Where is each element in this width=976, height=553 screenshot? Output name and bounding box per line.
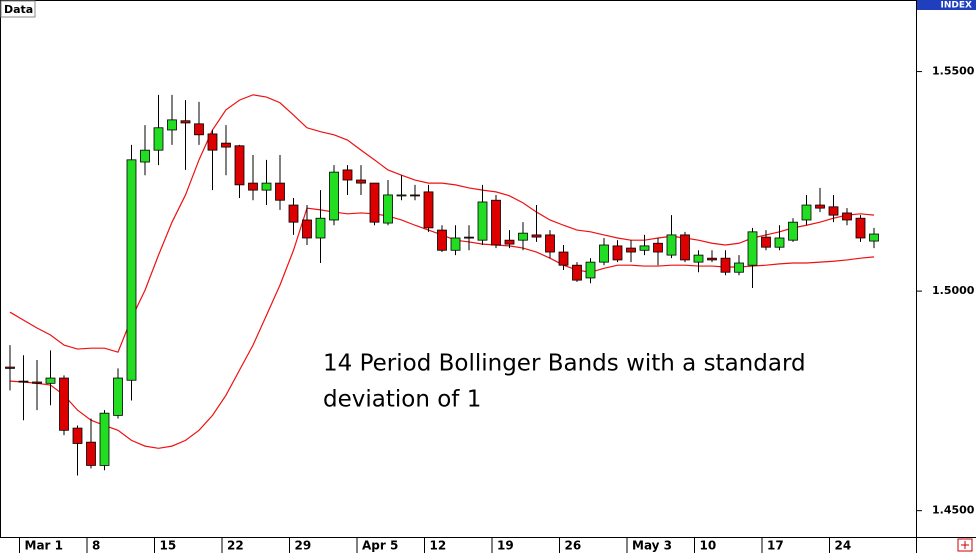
candle-body <box>153 127 164 151</box>
candle-body <box>585 261 596 279</box>
index-label-box <box>917 0 976 10</box>
corner-icon-glyph <box>961 541 969 549</box>
candle-body <box>140 149 150 163</box>
index-label: INDEX <box>941 1 972 11</box>
candle-body <box>369 182 380 223</box>
candle-body <box>477 201 488 241</box>
candle-body <box>18 380 29 383</box>
candle-body <box>180 120 191 124</box>
candle-body <box>329 171 339 221</box>
x-tick-label: 19 <box>497 539 514 553</box>
annotation: 14 Period Bollinger Bands with a standar… <box>323 351 806 377</box>
candle-body <box>504 239 515 245</box>
x-tick-label: 10 <box>700 539 717 553</box>
candle-body <box>302 219 312 239</box>
candle-body <box>491 199 501 246</box>
candle-body <box>599 244 609 263</box>
x-tick-label: 12 <box>430 539 447 553</box>
candle-body <box>45 377 56 384</box>
candle-body <box>450 237 461 251</box>
candle-body <box>59 377 69 431</box>
annotation: deviation of 1 <box>323 387 481 413</box>
candle-body <box>734 262 744 273</box>
candle-body <box>32 381 42 384</box>
candle-body <box>801 204 812 221</box>
candle-body <box>680 234 690 261</box>
x-tick-label: 24 <box>835 539 852 553</box>
candle-body <box>842 212 852 221</box>
candle-body <box>531 234 542 238</box>
candle-body <box>572 264 582 281</box>
candle-body <box>194 123 204 136</box>
x-tick-label: 8 <box>92 539 100 553</box>
candle-body <box>774 237 785 248</box>
candle-body <box>437 229 447 251</box>
candle-body <box>653 242 663 253</box>
candle-body <box>558 251 569 266</box>
x-tick-label: Apr 5 <box>362 539 398 553</box>
candle-body <box>423 191 434 229</box>
x-tick-label: 22 <box>227 539 244 553</box>
candle-body <box>464 236 474 239</box>
data-label-box <box>0 0 36 18</box>
candle-body <box>275 182 285 201</box>
candle-body <box>707 257 717 261</box>
candle-body <box>666 234 677 256</box>
candle-body <box>126 159 137 381</box>
candle-body <box>396 194 407 197</box>
candle-body <box>234 145 245 186</box>
band-line <box>9 94 875 353</box>
y-tick-label: 1.5000 <box>932 284 975 297</box>
x-tick-label: 26 <box>565 539 582 553</box>
x-tick-label: 29 <box>295 539 312 553</box>
candle-body <box>248 182 258 191</box>
candle-body <box>545 234 555 253</box>
candle-body <box>5 366 15 369</box>
candle-body <box>113 377 123 416</box>
candle-body <box>828 206 839 216</box>
candle-body <box>221 142 231 148</box>
x-tick-label: 17 <box>767 539 784 553</box>
candle-body <box>410 194 420 197</box>
candle-body <box>167 119 177 131</box>
candle-body <box>518 232 528 241</box>
y-tick-label: 1.4500 <box>932 504 975 517</box>
candle-body <box>761 236 771 248</box>
candle-body <box>99 412 110 466</box>
candle-body <box>720 257 731 273</box>
candle-body <box>356 179 366 184</box>
candle-body <box>315 217 326 239</box>
candle-body <box>815 204 825 209</box>
x-tick-label: Mar 1 <box>25 539 63 553</box>
candle-body <box>72 427 83 444</box>
candle-body <box>788 221 798 241</box>
candle-body <box>626 247 636 253</box>
candle-body <box>855 217 866 239</box>
x-tick-label: 15 <box>160 539 177 553</box>
candle-body <box>869 233 879 242</box>
candle-body <box>86 441 96 466</box>
candle-body <box>383 194 393 224</box>
candle-body <box>261 182 272 191</box>
candle-body <box>747 231 758 266</box>
y-tick-label: 1.5500 <box>932 65 975 78</box>
candle-body <box>342 169 353 181</box>
x-tick-label: May 3 <box>632 539 672 553</box>
data-label: Data <box>4 3 33 16</box>
candle-body <box>207 133 218 151</box>
candle-body <box>693 254 704 263</box>
candle-body <box>288 204 299 223</box>
candle-body <box>612 245 623 261</box>
candle-body <box>639 245 650 251</box>
marks: 1.4500 1.5000 1.5500 Mar 1 8 15 22 29 Apr 5 12 19 2… <box>5 65 975 553</box>
